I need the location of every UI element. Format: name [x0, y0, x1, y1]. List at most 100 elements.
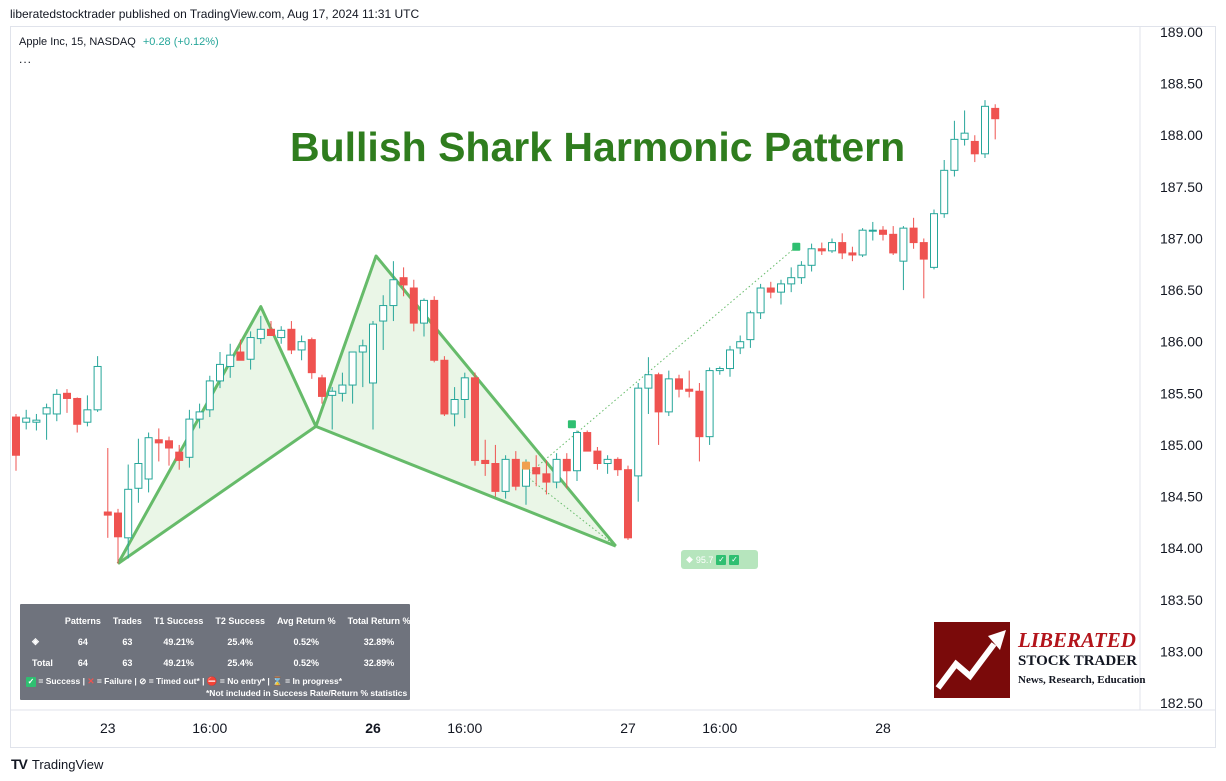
candle — [919, 238, 928, 299]
candle-body — [22, 417, 31, 423]
candle-body — [103, 511, 112, 516]
symbol-legend[interactable]: Apple Inc, 15, NASDAQ +0.28 (+0.12%) — [19, 36, 219, 48]
candle-body — [522, 467, 530, 487]
candle-body — [114, 512, 122, 538]
pattern-xb-leg — [117, 425, 317, 565]
candle — [277, 326, 286, 344]
candle-body — [328, 390, 337, 396]
candle — [22, 409, 31, 430]
stats-cell: 0.52% — [293, 657, 320, 668]
candle-body — [705, 370, 714, 438]
candle — [787, 267, 796, 293]
candle-body — [481, 459, 490, 465]
candle — [246, 331, 255, 370]
y-tick-label: 183.50 — [1160, 592, 1203, 608]
candle-body — [868, 229, 877, 232]
stats-legend: ✓ = Success | ✕ = Failure | ⊘ = Timed ou… — [26, 676, 342, 687]
candle — [144, 432, 153, 493]
candle — [532, 455, 541, 487]
x-tick-label: 16:00 — [192, 720, 227, 736]
candle — [726, 345, 734, 377]
candle — [103, 448, 112, 538]
candle-body — [909, 227, 918, 244]
tradingview-logo-icon: TV — [11, 756, 28, 772]
candles-layer — [12, 100, 1000, 564]
stats-header-row: Patterns Trades T1 Success T2 Success Av… — [26, 610, 416, 631]
candle — [379, 295, 388, 350]
candle-body — [501, 458, 510, 492]
y-tick-label: 184.50 — [1160, 489, 1203, 505]
candle-body — [430, 299, 439, 361]
candle-body — [685, 388, 694, 392]
legend-sep: | — [267, 676, 270, 686]
candle-body — [195, 411, 204, 420]
chart-title: Bullish Shark Harmonic Pattern — [290, 124, 906, 170]
candle — [42, 403, 51, 440]
candle-body — [736, 341, 745, 349]
candle-body — [787, 277, 796, 285]
candle-body — [83, 409, 92, 423]
candle — [297, 335, 306, 361]
stats-header: Avg Return % — [276, 615, 336, 626]
candle — [899, 226, 908, 291]
check-icon: ✓ — [729, 554, 740, 565]
candle-body — [899, 227, 908, 262]
candle — [930, 209, 938, 270]
candle-body — [950, 138, 959, 171]
candle — [960, 110, 969, 146]
harmonic-pattern — [116, 246, 797, 565]
candle — [858, 228, 867, 258]
candle — [175, 444, 184, 470]
stats-cell: 64 — [77, 636, 88, 647]
candle — [307, 337, 316, 379]
candle — [481, 439, 490, 476]
legend-in-progress: = In progress* — [285, 676, 343, 686]
more-options-button[interactable]: ... — [19, 52, 33, 66]
candle-body — [124, 488, 133, 539]
candle-body — [919, 242, 928, 260]
x-tick-label: 23 — [100, 720, 116, 736]
legend-failure: = Failure — [96, 676, 133, 686]
candle — [675, 374, 683, 398]
candle-body — [32, 419, 41, 423]
candle — [256, 315, 265, 344]
pattern-score-pill: ◆ 95.7 ✓ ✓ — [681, 550, 758, 569]
candle-body — [970, 140, 979, 155]
candle-body — [471, 377, 479, 461]
candle-body — [746, 312, 755, 341]
candle-body — [654, 374, 663, 413]
candle — [828, 238, 836, 253]
candle-body — [134, 463, 143, 489]
y-tick-label: 184.00 — [1160, 540, 1203, 556]
candle — [205, 375, 214, 418]
pattern-score: 95.7 — [695, 554, 714, 565]
y-tick-label: 185.50 — [1160, 385, 1203, 401]
t2-marker — [792, 242, 801, 251]
candle-body — [63, 392, 71, 399]
shark-icon: ◈ — [32, 636, 39, 646]
candle-body — [175, 451, 184, 461]
candle-body — [532, 467, 541, 475]
candle — [195, 403, 204, 429]
candle-body — [399, 277, 408, 286]
candle — [868, 221, 877, 241]
candle — [63, 389, 71, 413]
candle-body — [879, 229, 887, 235]
logo-tagline: News, Research, Education — [1018, 674, 1146, 686]
candle — [216, 352, 224, 389]
candle — [746, 310, 755, 348]
tradingview-footer[interactable]: TV TradingView — [11, 756, 103, 772]
candle — [838, 233, 847, 260]
candle — [664, 370, 673, 417]
candle — [348, 351, 357, 404]
stats-table: Patterns Trades T1 Success T2 Success Av… — [26, 610, 416, 673]
candle — [848, 246, 857, 262]
legend-sep: | — [202, 676, 205, 686]
y-tick-label: 186.50 — [1160, 282, 1203, 298]
candle-body — [930, 213, 938, 268]
candle — [654, 372, 663, 445]
candle — [736, 335, 745, 355]
candle — [93, 356, 102, 412]
candle-body — [440, 359, 449, 415]
